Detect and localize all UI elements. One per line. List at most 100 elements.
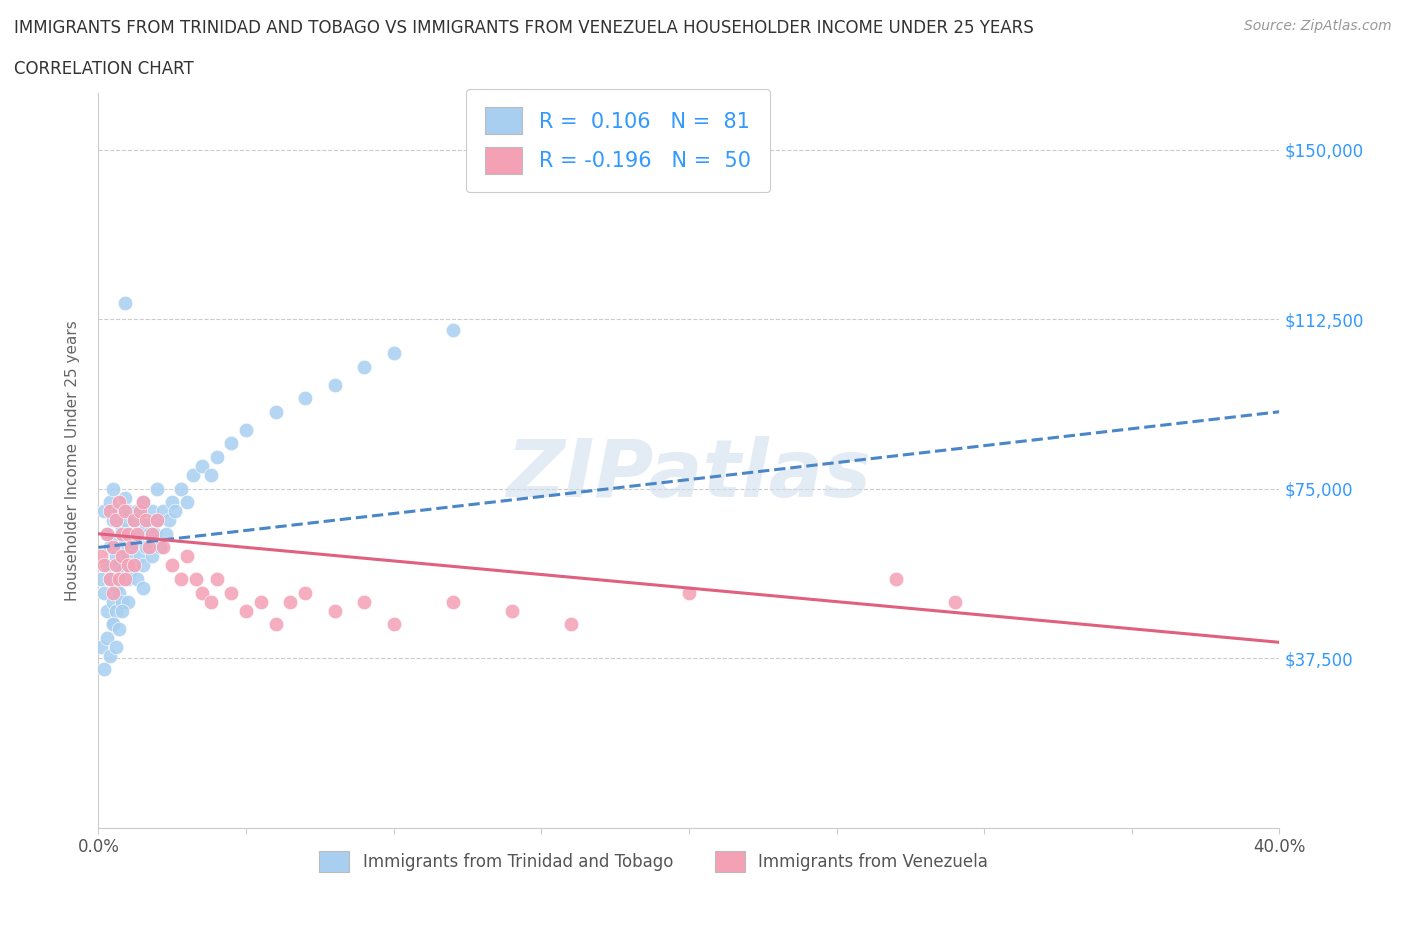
Point — [108, 495, 131, 510]
Point — [93, 585, 115, 600]
Point — [111, 549, 134, 564]
Point — [264, 405, 287, 419]
Point — [221, 585, 243, 600]
Point — [132, 580, 155, 595]
Point — [191, 585, 214, 600]
Point — [103, 540, 125, 555]
Text: CORRELATION CHART: CORRELATION CHART — [14, 60, 194, 78]
Point — [132, 495, 155, 510]
Point — [103, 617, 125, 631]
Point — [205, 449, 228, 464]
Point — [111, 604, 134, 618]
Point — [353, 359, 375, 374]
Point — [122, 558, 145, 573]
Point — [162, 495, 183, 510]
Point — [125, 526, 148, 541]
Point — [96, 631, 118, 645]
Point — [111, 540, 134, 555]
Point — [105, 604, 128, 618]
Point — [111, 594, 134, 609]
Point — [93, 558, 115, 573]
Point — [441, 594, 464, 609]
Point — [122, 512, 145, 527]
Text: Source: ZipAtlas.com: Source: ZipAtlas.com — [1244, 19, 1392, 33]
Point — [93, 662, 115, 677]
Point — [294, 585, 316, 600]
Point — [264, 617, 287, 631]
Point — [146, 512, 169, 527]
Point — [120, 540, 142, 555]
Point — [176, 495, 198, 510]
Point — [235, 422, 257, 437]
Point — [108, 585, 131, 600]
Point — [280, 594, 302, 609]
Point — [128, 504, 150, 519]
Point — [382, 346, 405, 361]
Point — [250, 594, 273, 609]
Point — [382, 617, 405, 631]
Point — [221, 436, 243, 451]
Point — [135, 540, 157, 555]
Point — [191, 458, 214, 473]
Point — [157, 512, 180, 527]
Point — [132, 495, 155, 510]
Point — [108, 531, 131, 546]
Point — [146, 512, 169, 527]
Point — [135, 517, 157, 532]
Point — [181, 468, 204, 483]
Point — [103, 617, 125, 631]
Point — [111, 563, 134, 578]
Point — [90, 549, 112, 564]
Point — [135, 512, 157, 527]
Point — [122, 536, 145, 551]
Point — [146, 481, 169, 496]
Point — [120, 540, 142, 555]
Point — [138, 540, 160, 555]
Point — [170, 481, 193, 496]
Point — [108, 558, 131, 573]
Point — [184, 572, 207, 587]
Point — [96, 526, 118, 541]
Point — [323, 604, 346, 618]
Point — [96, 604, 118, 618]
Point — [114, 512, 136, 527]
Point — [103, 594, 125, 609]
Point — [98, 540, 121, 555]
Point — [200, 468, 222, 483]
Point — [103, 512, 125, 527]
Point — [117, 526, 139, 541]
Point — [125, 572, 148, 587]
Point — [96, 526, 118, 541]
Point — [678, 585, 700, 600]
Point — [162, 558, 183, 573]
Point — [152, 540, 174, 555]
Point — [114, 296, 136, 311]
Point — [128, 526, 150, 541]
Text: IMMIGRANTS FROM TRINIDAD AND TOBAGO VS IMMIGRANTS FROM VENEZUELA HOUSEHOLDER INC: IMMIGRANTS FROM TRINIDAD AND TOBAGO VS I… — [14, 19, 1033, 36]
Point — [111, 522, 134, 537]
Point — [141, 549, 163, 564]
Point — [98, 648, 121, 663]
Point — [122, 558, 145, 573]
Text: ZIPatlas: ZIPatlas — [506, 436, 872, 514]
Point — [141, 504, 163, 519]
Point — [103, 481, 125, 496]
Point — [105, 512, 128, 527]
Point — [294, 391, 316, 405]
Point — [132, 558, 155, 573]
Point — [114, 572, 136, 587]
Point — [108, 572, 131, 587]
Point — [170, 572, 193, 587]
Point — [117, 549, 139, 564]
Point — [176, 549, 198, 564]
Point — [98, 495, 121, 510]
Point — [105, 580, 128, 595]
Point — [149, 540, 172, 555]
Point — [96, 558, 118, 573]
Point — [943, 594, 966, 609]
Point — [114, 490, 136, 505]
Point — [93, 504, 115, 519]
Point — [90, 572, 112, 587]
Point — [155, 526, 177, 541]
Point — [143, 526, 166, 541]
